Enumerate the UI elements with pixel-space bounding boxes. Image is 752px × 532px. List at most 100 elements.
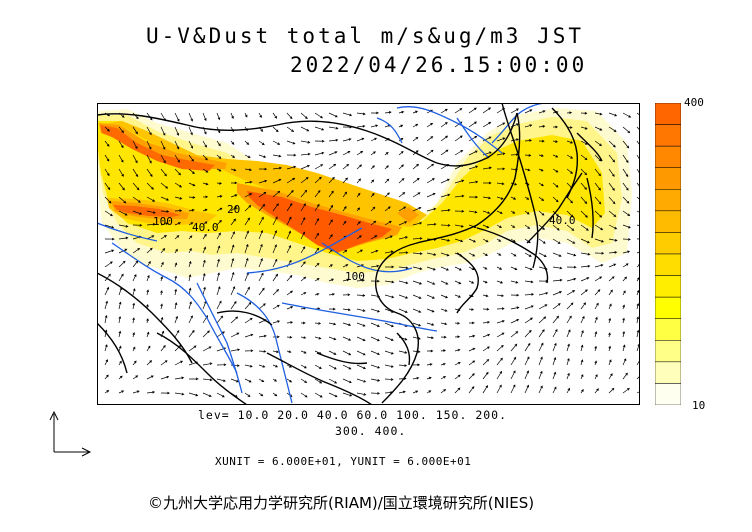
wind-arrow xyxy=(272,364,278,368)
wind-arrow xyxy=(132,154,138,164)
wind-arrow xyxy=(426,280,436,285)
wind-arrow xyxy=(314,292,320,296)
wind-arrow xyxy=(608,210,617,218)
wind-arrow xyxy=(482,280,488,284)
wind-arrow xyxy=(132,332,136,338)
wind-arrow xyxy=(580,238,590,244)
wind-arrow xyxy=(510,331,519,338)
wind-arrow xyxy=(384,280,395,284)
colorbar-swatch xyxy=(655,124,681,147)
wind-arrow xyxy=(496,357,503,366)
wind-arrow xyxy=(622,168,629,178)
wind-arrow xyxy=(594,210,603,218)
wind-arrow xyxy=(188,196,196,199)
wind-arrow xyxy=(300,152,311,156)
wind-arrow xyxy=(146,289,150,296)
wind-arrow xyxy=(118,126,124,134)
wind-arrow xyxy=(440,335,447,339)
wind-arrow xyxy=(482,238,489,243)
wind-arrow xyxy=(622,276,628,282)
wind-arrow xyxy=(244,193,253,198)
wind-arrow xyxy=(174,288,178,296)
wind-arrow xyxy=(510,356,517,366)
wind-arrow xyxy=(440,266,449,271)
wind-arrow xyxy=(398,164,404,170)
wind-arrow xyxy=(440,308,448,312)
wind-arrow xyxy=(160,222,169,226)
wind-arrow xyxy=(356,235,362,240)
wind-arrow xyxy=(384,206,391,212)
wind-arrow xyxy=(510,266,518,271)
wind-arrow xyxy=(636,303,640,310)
wind-arrow xyxy=(636,224,640,227)
wind-arrow xyxy=(454,387,461,394)
wind-arrow xyxy=(468,347,476,352)
wind-arrow xyxy=(356,124,366,128)
wind-arrow xyxy=(496,122,506,128)
wind-arrow xyxy=(104,273,111,282)
wind-arrow xyxy=(188,235,193,240)
wind-arrow xyxy=(412,237,423,240)
wind-arrow xyxy=(398,251,409,255)
wind-arrow xyxy=(426,149,434,156)
wind-arrow xyxy=(174,209,183,212)
wind-arrow xyxy=(244,140,250,145)
wind-arrow xyxy=(566,357,570,366)
wind-arrow xyxy=(580,302,587,310)
levels-line-2: 300. 400. xyxy=(335,424,407,438)
wind-arrow xyxy=(384,151,389,156)
wind-arrow xyxy=(244,217,250,226)
wind-arrow xyxy=(496,332,505,338)
rivers xyxy=(97,103,548,404)
wind-arrow xyxy=(174,154,180,163)
wind-arrow xyxy=(328,278,334,282)
wind-arrow xyxy=(188,377,199,381)
wind-arrow xyxy=(608,224,618,230)
wind-arrow xyxy=(230,332,240,338)
wind-arrow xyxy=(608,289,613,296)
wind-arrow xyxy=(440,238,451,242)
wind-arrow xyxy=(608,303,612,310)
wind-arrow xyxy=(174,392,185,396)
wind-arrow xyxy=(482,307,490,311)
wind-arrow xyxy=(272,216,278,226)
wind-arrow xyxy=(272,166,282,170)
wind-arrow xyxy=(174,248,178,254)
wind-arrow xyxy=(594,264,604,268)
wind-arrow xyxy=(342,249,348,254)
wind-arrow xyxy=(328,151,338,156)
wind-arrow xyxy=(132,112,139,120)
wind-arrow xyxy=(384,192,390,198)
wind-arrow xyxy=(510,138,519,142)
wind-arrow xyxy=(216,363,227,367)
wind-arrow xyxy=(496,152,506,156)
wind-arrow xyxy=(286,230,292,240)
wind-arrow xyxy=(622,182,629,191)
wind-arrow xyxy=(384,235,393,240)
wind-arrow xyxy=(622,330,626,338)
wind-arrow xyxy=(398,221,408,226)
wind-arrow xyxy=(272,230,278,240)
wind-arrow xyxy=(202,246,207,254)
wind-arrow xyxy=(300,217,306,226)
wind-arrow xyxy=(370,137,378,142)
wind-arrow xyxy=(160,235,167,240)
wind-arrow xyxy=(524,139,533,142)
wind-arrow xyxy=(552,238,561,244)
wind-arrow xyxy=(328,350,337,355)
wind-arrow xyxy=(384,111,392,114)
wind-arrow xyxy=(538,168,544,172)
wind-arrow xyxy=(580,277,590,282)
wind-arrow xyxy=(580,154,588,161)
wind-arrow xyxy=(146,375,154,380)
wind-arrow xyxy=(342,308,351,312)
wind-arrow xyxy=(300,350,307,354)
wind-arrow xyxy=(636,329,640,338)
wind-arrow xyxy=(258,167,268,171)
wind-arrow xyxy=(174,376,185,380)
wind-arrow xyxy=(272,289,280,296)
wind-arrow xyxy=(580,315,585,324)
wind-arrow xyxy=(398,390,406,394)
wind-arrow xyxy=(244,257,249,268)
wind-arrow xyxy=(636,112,640,116)
